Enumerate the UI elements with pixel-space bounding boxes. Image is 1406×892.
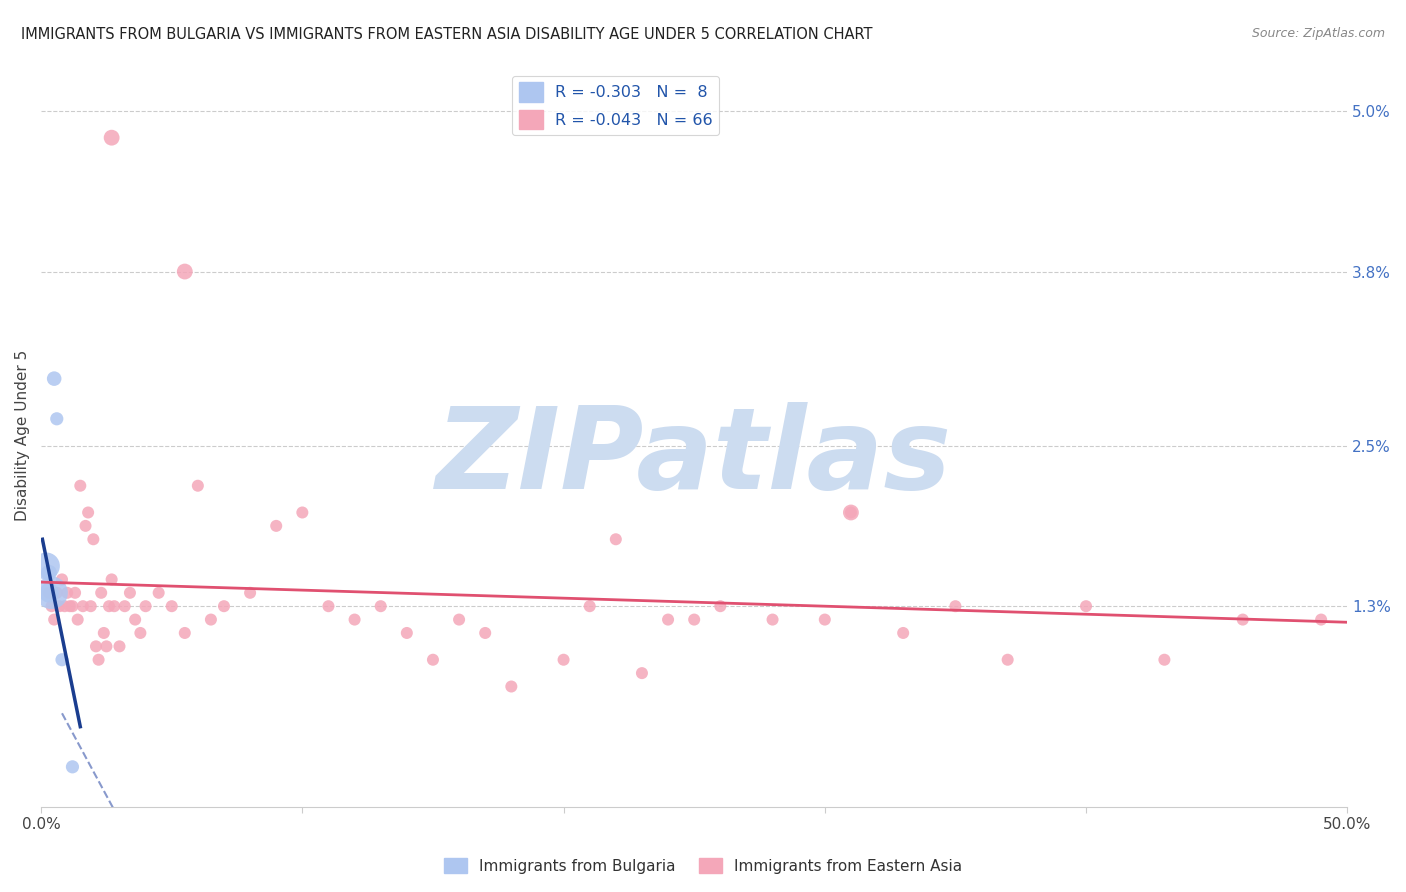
Point — [1232, 613, 1254, 627]
Point — [45, 411, 67, 425]
Point — [343, 613, 366, 627]
Point — [53, 599, 76, 614]
Point — [56, 586, 79, 600]
Point — [173, 626, 195, 640]
Point — [839, 506, 862, 520]
Point — [90, 586, 112, 600]
Point — [69, 479, 91, 493]
Point — [997, 653, 1019, 667]
Point — [422, 653, 444, 667]
Text: ZIPatlas: ZIPatlas — [436, 402, 952, 513]
Point — [474, 626, 496, 640]
Point — [45, 586, 67, 600]
Point — [41, 599, 63, 614]
Point — [38, 566, 60, 580]
Point — [239, 586, 262, 600]
Point — [118, 586, 141, 600]
Point — [449, 613, 471, 627]
Point — [1310, 613, 1333, 627]
Point — [51, 573, 73, 587]
Point — [501, 680, 523, 694]
Point — [200, 613, 222, 627]
Point — [212, 599, 235, 614]
Y-axis label: Disability Age Under 5: Disability Age Under 5 — [15, 350, 30, 521]
Point — [77, 506, 100, 520]
Point — [578, 599, 600, 614]
Point — [103, 599, 125, 614]
Point — [100, 573, 122, 587]
Point — [108, 640, 131, 654]
Point — [66, 613, 89, 627]
Point — [814, 613, 837, 627]
Point — [38, 586, 60, 600]
Point — [59, 599, 82, 614]
Point — [945, 599, 967, 614]
Point — [839, 506, 862, 520]
Point — [44, 371, 66, 385]
Point — [761, 613, 783, 627]
Point — [631, 666, 654, 681]
Text: IMMIGRANTS FROM BULGARIA VS IMMIGRANTS FROM EASTERN ASIA DISABILITY AGE UNDER 5 : IMMIGRANTS FROM BULGARIA VS IMMIGRANTS F… — [21, 27, 873, 42]
Point — [135, 599, 157, 614]
Point — [100, 130, 122, 145]
Legend: Immigrants from Bulgaria, Immigrants from Eastern Asia: Immigrants from Bulgaria, Immigrants fro… — [439, 852, 967, 880]
Text: Source: ZipAtlas.com: Source: ZipAtlas.com — [1251, 27, 1385, 40]
Point — [187, 479, 209, 493]
Point — [35, 559, 58, 574]
Legend: R = -0.303   N =  8, R = -0.043   N = 66: R = -0.303 N = 8, R = -0.043 N = 66 — [512, 76, 720, 136]
Point — [395, 626, 418, 640]
Point — [75, 519, 97, 533]
Point — [48, 599, 70, 614]
Point — [41, 586, 63, 600]
Point — [605, 533, 627, 547]
Point — [80, 599, 103, 614]
Point — [82, 533, 104, 547]
Point — [1153, 653, 1175, 667]
Point — [38, 586, 60, 600]
Point — [173, 264, 195, 278]
Point — [96, 640, 118, 654]
Point — [148, 586, 170, 600]
Point — [891, 626, 914, 640]
Point — [160, 599, 183, 614]
Point — [87, 653, 110, 667]
Point — [114, 599, 136, 614]
Point — [129, 626, 152, 640]
Point — [62, 599, 84, 614]
Point — [98, 599, 121, 614]
Point — [63, 586, 86, 600]
Point — [84, 640, 107, 654]
Point — [553, 653, 575, 667]
Point — [62, 760, 84, 774]
Point — [1074, 599, 1097, 614]
Point — [72, 599, 94, 614]
Point — [318, 599, 340, 614]
Point — [51, 653, 73, 667]
Point — [93, 626, 115, 640]
Point — [657, 613, 679, 627]
Point — [264, 519, 287, 533]
Point — [44, 613, 66, 627]
Point — [124, 613, 146, 627]
Point — [291, 506, 314, 520]
Point — [370, 599, 392, 614]
Point — [709, 599, 731, 614]
Point — [683, 613, 706, 627]
